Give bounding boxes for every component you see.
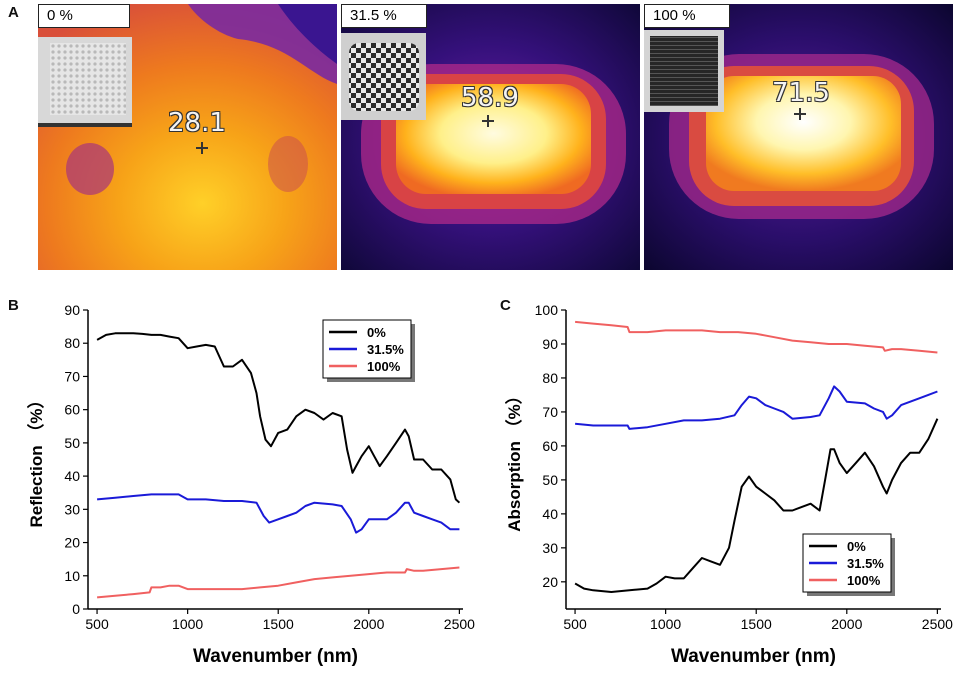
chart-1-y-tick-label-5: 70 (542, 404, 558, 420)
reflection-chart: 500 1000 1500 2000 2500 0 10 20 30 40 50 60 70 80 90 Wa… (0, 290, 478, 673)
chart-1-y-tick-label-0: 20 (542, 574, 558, 590)
chart-0-y-tick-label-5: 50 (64, 435, 80, 451)
chart-0-series-line-2 (97, 566, 460, 599)
chart-1-legend-label-1: 31.5% (847, 556, 884, 571)
panel-letter-c: C (500, 297, 511, 314)
chart-1-x-tick-label-3: 2000 (831, 616, 862, 632)
chart-0-y-tick-label-7: 70 (64, 368, 80, 384)
chart-0-y-tick-label-3: 30 (64, 501, 80, 517)
fabric-weave-0 (50, 43, 126, 115)
chart-1-x-tick-label-4: 2500 (922, 616, 953, 632)
absorption-chart-svg: 500 1000 1500 2000 2500 20 30 40 50 60 70 80 90 100 Wa… (504, 302, 953, 667)
chart-1-y-tick-label-1: 30 (542, 540, 558, 556)
chart-1-legend-label-0: 0% (847, 539, 866, 554)
crosshair-icon-0 (196, 142, 208, 154)
thermal-image-2 (644, 4, 953, 270)
chart-0-x-axis-title: Wavenumber (nm) (193, 646, 358, 667)
chart-0-x-tick-label-0: 500 (85, 616, 109, 632)
fabric-sample-0 (38, 37, 132, 127)
fabric-weave-2 (650, 36, 718, 106)
temperature-readout-2: 71.5 (772, 78, 830, 108)
temperature-readout-1: 58.9 (461, 83, 519, 113)
chart-1-x-tick-label-2: 1500 (741, 616, 772, 632)
chart-1-y-tick-label-7: 90 (542, 336, 558, 352)
thermal-graphic-2 (644, 4, 953, 270)
thermal-image-1 (341, 4, 640, 270)
panel-letter-b: B (8, 297, 19, 314)
chart-0-series-line-1 (97, 493, 460, 534)
thermal-graphic-1 (341, 4, 640, 270)
thermal-label-2: 100 % (644, 4, 730, 28)
absorption-chart: 500 1000 1500 2000 2500 20 30 40 50 60 70 80 90 100 Wa… (480, 290, 957, 673)
chart-1-y-tick-label-4: 60 (542, 438, 558, 454)
chart-0-y-axis-title: Reflection （%） (26, 391, 46, 527)
chart-0-series-line-0 (96, 332, 461, 504)
chart-1-series-line-2 (575, 320, 938, 354)
chart-1-y-tick-label-3: 50 (542, 472, 558, 488)
fabric-weave-1 (349, 43, 419, 111)
chart-0-y-tick-label-4: 40 (64, 468, 80, 484)
chart-0-legend-label-1: 31.5% (367, 342, 404, 357)
reflection-chart-svg: 500 1000 1500 2000 2500 0 10 20 30 40 50 60 70 80 90 Wa… (26, 302, 475, 667)
thermal-label-0: 0 % (38, 4, 130, 28)
thermal-label-1: 31.5 % (341, 4, 427, 28)
chart-0-x-tick-label-4: 2500 (444, 616, 475, 632)
chart-0-x-tick-label-1: 1000 (172, 616, 203, 632)
crosshair-icon-1 (482, 115, 494, 127)
chart-1-series-line-0 (574, 418, 939, 593)
chart-0-x-tick-label-3: 2000 (353, 616, 384, 632)
chart-0-y-tick-label-0: 0 (72, 601, 80, 617)
chart-1-y-axis-title: Absorption （%） (504, 387, 524, 532)
panel-letter-a: A (8, 4, 19, 21)
chart-0-legend-label-0: 0% (367, 325, 386, 340)
chart-1-x-tick-label-0: 500 (563, 616, 587, 632)
chart-0-y-tick-label-2: 20 (64, 535, 80, 551)
chart-0-x-tick-label-2: 1500 (263, 616, 294, 632)
chart-0-y-tick-label-6: 60 (64, 402, 80, 418)
fabric-sample-2 (644, 30, 724, 112)
chart-0-y-tick-label-1: 10 (64, 568, 80, 584)
fabric-sample-1 (341, 33, 426, 120)
crosshair-icon-2 (794, 108, 806, 120)
chart-1-series-line-1 (575, 385, 938, 430)
chart-1-x-axis-title: Wavenumber (nm) (671, 646, 836, 667)
chart-1-y-tick-label-2: 40 (542, 506, 558, 522)
temperature-readout-0: 28.1 (168, 108, 226, 138)
chart-0-legend-label-2: 100% (367, 359, 401, 374)
chart-1-x-tick-label-1: 1000 (650, 616, 681, 632)
crosshair-layer (196, 108, 806, 154)
chart-0-y-tick-label-9: 90 (64, 302, 80, 318)
chart-1-y-tick-label-8: 100 (535, 302, 559, 318)
chart-1-y-tick-label-6: 80 (542, 370, 558, 386)
chart-0-y-tick-label-8: 80 (64, 335, 80, 351)
chart-1-legend-label-2: 100% (847, 573, 881, 588)
